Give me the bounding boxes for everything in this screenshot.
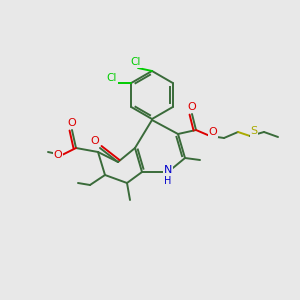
Text: H: H xyxy=(164,176,172,186)
Text: O: O xyxy=(91,136,99,146)
Text: N: N xyxy=(164,165,172,175)
Text: O: O xyxy=(188,102,196,112)
Text: Cl: Cl xyxy=(131,57,141,67)
Text: Cl: Cl xyxy=(107,73,117,83)
Text: S: S xyxy=(250,126,258,136)
Text: O: O xyxy=(68,118,76,128)
Text: O: O xyxy=(208,127,217,137)
Text: O: O xyxy=(54,150,62,160)
